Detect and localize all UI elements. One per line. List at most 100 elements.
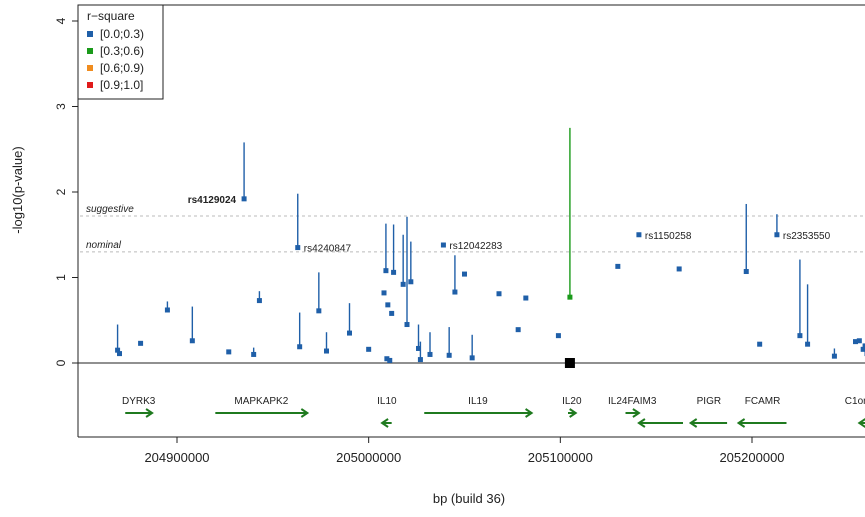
- snp-point: [440, 242, 446, 248]
- threshold-label: nominal: [86, 240, 122, 251]
- gene-label: IL10: [377, 396, 397, 407]
- snp-point: [256, 298, 262, 304]
- gene-arrow: [145, 408, 154, 418]
- snp-point: [416, 345, 421, 351]
- legend-title: r−square: [87, 9, 135, 23]
- snp-point: [636, 232, 642, 238]
- snp-label: rs2353550: [783, 231, 831, 242]
- gene-track: DYRK3 MAPKAPK2 IL10 IL19 IL20 IL24FAIM3 PIGR FC…: [122, 396, 865, 428]
- snp-point: [404, 322, 410, 328]
- gene-arrow: [300, 408, 310, 418]
- snp-point: [862, 343, 865, 349]
- snp-point: [774, 232, 780, 238]
- snp-point: [676, 266, 682, 272]
- gene-arrow: [857, 418, 865, 428]
- snp-point: [523, 295, 529, 301]
- association-points: [115, 196, 865, 368]
- snp-point: [567, 294, 573, 300]
- legend-swatch: [87, 48, 93, 54]
- gene-label: IL19: [468, 396, 488, 407]
- snp-point: [347, 330, 352, 336]
- x-tick-label: 204900000: [144, 450, 209, 465]
- gene-arrow: [569, 408, 578, 418]
- gene-arrow: [525, 408, 534, 418]
- snp-point: [446, 352, 452, 358]
- snp-point: [164, 307, 170, 313]
- y-tick-label: 2: [54, 188, 68, 195]
- x-tick-label: 205200000: [719, 450, 784, 465]
- gene-arrow: [632, 408, 641, 418]
- snp-point: [387, 357, 393, 363]
- y-tick-label: 0: [54, 359, 68, 366]
- snp-point: [469, 355, 475, 361]
- gene-label: C1orf11: [845, 396, 865, 407]
- gene-arrow: [688, 418, 698, 428]
- snp-point: [427, 351, 433, 357]
- snp-point: [391, 269, 397, 275]
- snp-point: [251, 351, 257, 357]
- threshold-label: suggestive: [86, 204, 134, 215]
- legend-swatch: [87, 82, 93, 88]
- snp-point: [385, 302, 391, 308]
- x-axis-label: bp (build 36): [433, 491, 505, 506]
- snp-label: rs1150258: [645, 231, 692, 242]
- gene-label: FCAMR: [745, 396, 781, 407]
- gene-label: DYRK3: [122, 396, 156, 407]
- legend-item-label: [0.3;0.6): [100, 44, 144, 58]
- snp-point: [117, 351, 122, 357]
- snp-point: [860, 346, 865, 352]
- snp-point: [241, 196, 247, 202]
- gene-label: IL24FAIM3: [608, 396, 657, 407]
- snp-point: [417, 357, 423, 363]
- y-tick-label: 1: [54, 274, 68, 281]
- axes: 0 1 2 3 4 204900000 205000000 205100000 20520000…: [54, 4, 865, 465]
- legend-item-label: [0.9;1.0]: [100, 78, 143, 92]
- snp-point: [757, 341, 763, 347]
- y-axis-label: -log10(p-value): [10, 146, 25, 233]
- snp-point: [226, 349, 232, 355]
- snp-point: [381, 290, 387, 296]
- snp-point: [383, 268, 389, 274]
- snp-label: rs4240847: [304, 244, 352, 255]
- snp-point: [615, 263, 621, 269]
- legend-swatch: [87, 31, 93, 37]
- legend-item-label: [0.6;0.9): [100, 61, 144, 75]
- snp-point: [138, 340, 144, 346]
- snp-point: [408, 279, 414, 285]
- gene-arrow: [736, 418, 746, 428]
- snp-point: [831, 353, 837, 359]
- snp-label: rs4129024: [188, 195, 237, 206]
- snp-point: [295, 245, 301, 251]
- snp-point: [452, 289, 458, 295]
- gene-label: PIGR: [697, 396, 721, 407]
- gene-arrow: [637, 418, 646, 428]
- snp-point: [189, 338, 195, 344]
- gene-label: IL20: [562, 396, 582, 407]
- x-tick-label: 205100000: [528, 450, 593, 465]
- gene-label: MAPKAPK2: [234, 396, 288, 407]
- snp-point: [743, 269, 749, 275]
- snp-point: [856, 338, 862, 344]
- snp-point: [797, 333, 803, 339]
- legend: r−square [0.0;0.3) [0.3;0.6) [0.6;0.9) [0.9;…: [77, 4, 164, 100]
- snp-point: [515, 327, 521, 333]
- legend-swatch: [87, 65, 93, 71]
- snp-point: [853, 339, 858, 345]
- y-tick-label: 4: [54, 17, 68, 24]
- snp-point: [555, 333, 561, 339]
- snp-point: [324, 348, 329, 354]
- snp-point: [496, 291, 502, 297]
- threshold-lines: suggestive nominal: [78, 204, 865, 364]
- snp-point: [462, 271, 467, 277]
- snp-point: [389, 310, 395, 316]
- y-tick-label: 3: [54, 103, 68, 110]
- association-stems: [116, 127, 836, 360]
- legend-item-label: [0.0;0.3): [100, 27, 144, 41]
- index-snp-marker: [564, 358, 575, 368]
- snp-point: [297, 344, 303, 350]
- gene-arrow: [380, 418, 389, 428]
- snp-point: [366, 346, 372, 352]
- snp-point: [400, 281, 406, 287]
- snp-point: [316, 308, 322, 314]
